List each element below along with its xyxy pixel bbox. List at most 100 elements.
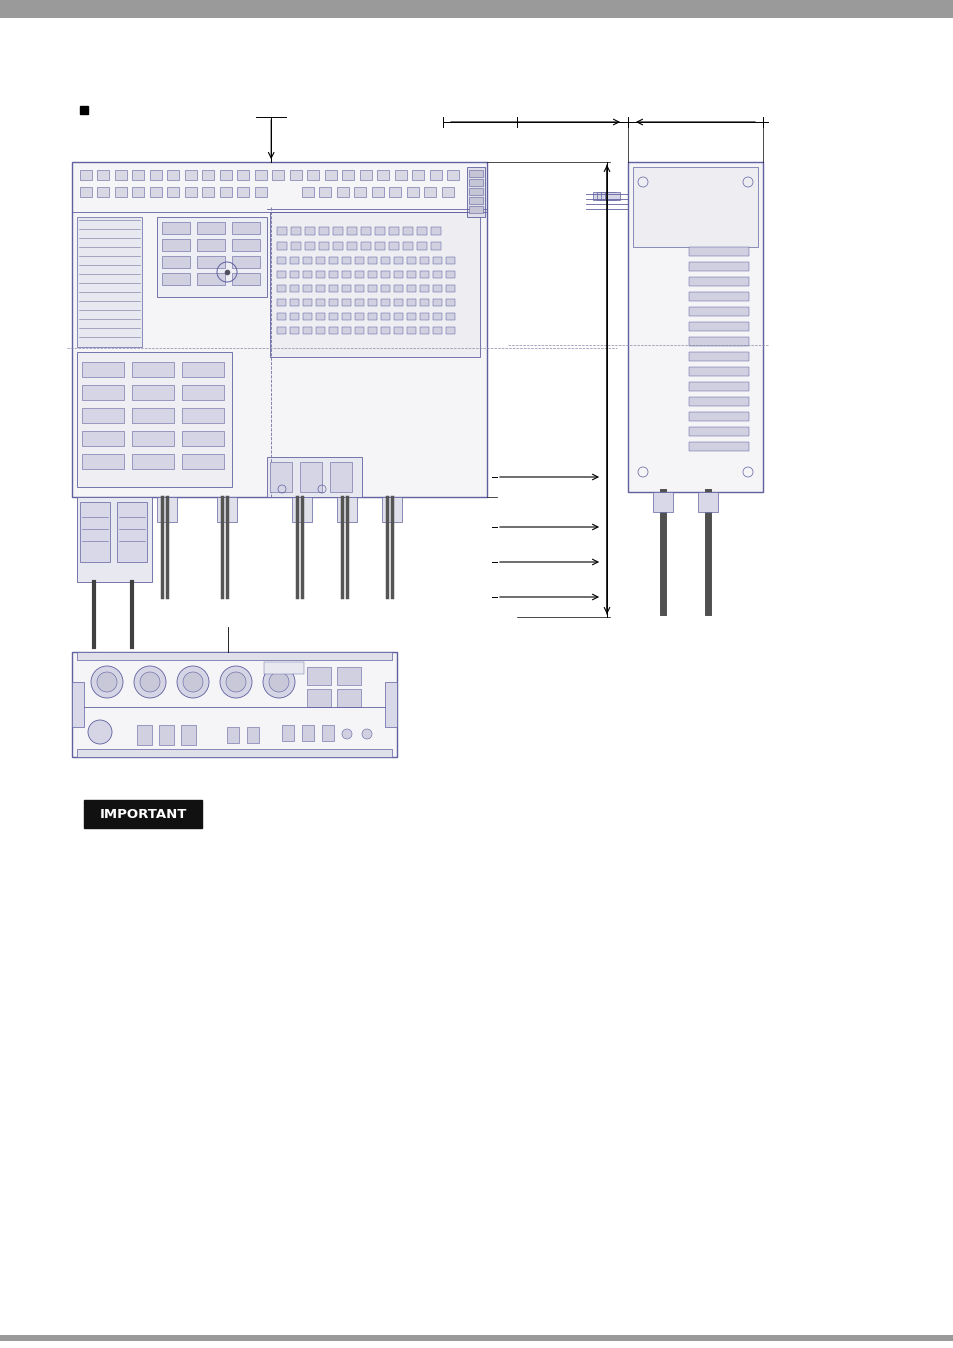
Bar [302,725,314,741]
Bar [299,462,322,492]
Bar [336,497,356,522]
Bar [117,501,147,562]
Bar [375,243,385,249]
Bar [394,299,402,306]
Circle shape [133,666,166,698]
Bar [394,284,402,293]
Bar [202,187,214,197]
Bar [303,257,312,264]
Bar [150,170,162,181]
Bar [330,462,352,492]
Bar [77,352,232,487]
Bar [424,187,436,197]
Bar [267,457,361,497]
Bar [368,284,376,293]
Bar [115,187,127,197]
Bar [216,497,236,522]
Bar [80,187,91,197]
Bar [290,257,298,264]
Bar [600,191,616,200]
Bar [355,284,364,293]
Bar [303,328,312,334]
Bar [80,501,110,562]
Bar [315,284,325,293]
Bar [162,239,190,251]
Bar [416,226,427,235]
Bar [380,271,390,278]
Bar [182,454,224,469]
Bar [347,226,356,235]
Bar [303,313,312,319]
Bar [688,293,749,301]
Bar [132,170,144,181]
Bar [290,313,298,319]
Bar [318,243,329,249]
Bar [469,206,482,213]
Bar [305,226,314,235]
Bar [433,284,441,293]
Bar [71,162,486,497]
Bar [0,0,953,18]
Bar [282,725,294,741]
Bar [380,328,390,334]
Bar [446,271,455,278]
Bar [394,313,402,319]
Bar [688,398,749,406]
Bar [270,462,292,492]
Bar [232,256,260,268]
Bar [407,271,416,278]
Bar [377,170,389,181]
Bar [137,725,152,745]
Bar [303,299,312,306]
Bar [368,328,376,334]
Bar [315,328,325,334]
Bar [446,299,455,306]
Bar [360,226,371,235]
Bar [333,243,343,249]
Bar [77,497,152,582]
Bar [652,492,672,512]
Bar [380,284,390,293]
Bar [329,299,337,306]
Bar [341,284,351,293]
Bar [688,262,749,271]
Bar [433,271,441,278]
Bar [254,170,267,181]
Bar [688,367,749,376]
Bar [385,682,396,727]
Bar [433,328,441,334]
Bar [237,187,250,197]
Circle shape [220,666,252,698]
Bar [342,170,355,181]
Circle shape [341,729,352,739]
Bar [273,170,284,181]
Bar [182,408,224,423]
Bar [395,170,407,181]
Bar [355,328,364,334]
Bar [291,226,301,235]
Bar [181,725,195,745]
Bar [276,271,286,278]
Bar [315,299,325,306]
Circle shape [140,673,160,692]
Bar [446,313,455,319]
Bar [276,226,287,235]
Bar [381,497,401,522]
Bar [394,257,402,264]
Bar [227,727,239,743]
Bar [446,257,455,264]
Bar [419,299,429,306]
Bar [467,167,484,217]
Bar [368,299,376,306]
Circle shape [361,729,372,739]
Bar [446,328,455,334]
Bar [254,187,267,197]
Bar [407,187,418,197]
Bar [419,257,429,264]
Bar [322,725,334,741]
Bar [132,363,173,377]
Bar [380,299,390,306]
Bar [237,170,250,181]
Bar [276,243,287,249]
Bar [168,170,179,181]
